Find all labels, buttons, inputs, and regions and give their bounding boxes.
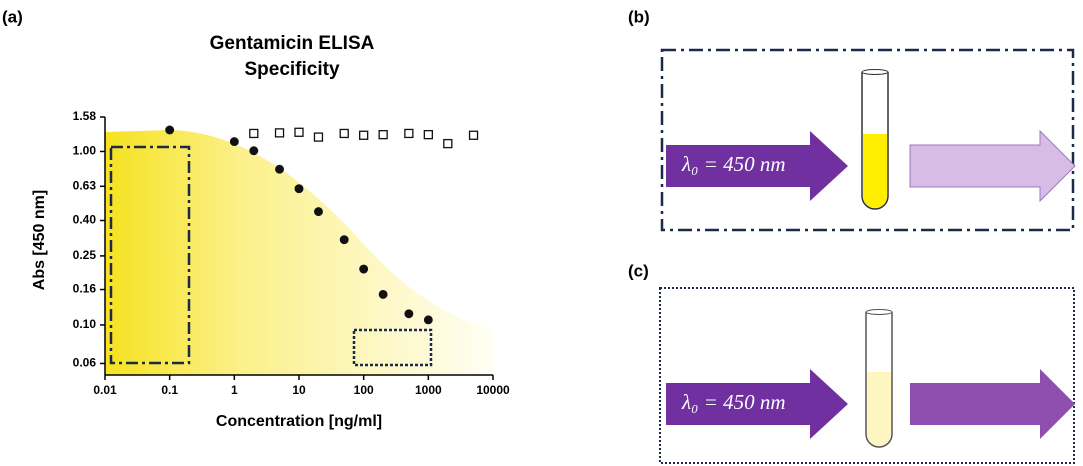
y-tick-label: 0.40	[73, 213, 97, 227]
y-tick-label: 1.00	[73, 144, 97, 158]
x-tick-label: 0.01	[93, 383, 117, 397]
open-square-point	[359, 130, 369, 140]
transmitted-arrow	[909, 129, 1076, 203]
filled-point	[249, 146, 259, 156]
open-square-point	[294, 127, 304, 137]
tube-liquid	[867, 372, 891, 446]
open-square-point	[423, 130, 433, 140]
x-tick-label: 10000	[476, 383, 510, 397]
y-tick-label: 0.10	[73, 317, 97, 331]
chart-title: Gentamicin ELISA	[210, 33, 375, 54]
open-square-point	[378, 130, 388, 140]
dash-dot-box	[109, 145, 191, 365]
signal-area	[105, 130, 493, 375]
incident-arrow	[666, 131, 848, 201]
open-square-point	[274, 128, 285, 138]
filled-point	[339, 235, 349, 245]
x-tick-label: 1	[231, 383, 238, 397]
open-square-point	[339, 128, 349, 139]
y-tick-label: 0.25	[73, 248, 97, 262]
incident-arrow	[666, 369, 848, 439]
open-square-point	[313, 132, 324, 142]
filled-point	[359, 264, 369, 274]
wavelength-label: λ₀ = 450 nm	[681, 152, 785, 176]
y-tick-label: 1.58	[73, 109, 97, 123]
tube-liquid	[863, 134, 887, 208]
y-tick-label: 0.16	[73, 282, 97, 296]
filled-point	[423, 315, 433, 325]
x-tick-label: 10	[292, 383, 306, 397]
chart-subtitle: Specificity	[244, 59, 339, 80]
dotted-box	[352, 328, 433, 367]
y-tick-label: 0.63	[73, 178, 97, 192]
filled-point	[229, 137, 239, 147]
x-tick-label: 1000	[415, 383, 442, 397]
filled-point	[275, 164, 284, 174]
open-square-point	[249, 128, 259, 139]
filled-point	[165, 125, 175, 135]
x-tick-label: 100	[354, 383, 374, 397]
filled-point	[404, 309, 414, 319]
tube-rim	[865, 309, 893, 315]
panel-frame	[660, 48, 1075, 232]
filled-point	[378, 289, 388, 299]
y-axis-title: Abs [450 nm]	[31, 190, 48, 290]
open-square-point	[468, 130, 479, 140]
y-tick-label: 0.06	[73, 356, 97, 370]
open-square-point	[443, 138, 453, 149]
panel-frame	[659, 287, 1075, 464]
x-axis-title: Concentration [ng/ml]	[216, 413, 382, 430]
filled-point	[314, 207, 323, 217]
panel-label: (c)	[628, 261, 649, 280]
transmitted-arrow	[910, 369, 1075, 439]
panel-label: (a)	[2, 7, 23, 26]
wavelength-label: λ₀ = 450 nm	[681, 390, 785, 414]
x-tick-label: 0.1	[161, 383, 178, 397]
filled-point	[294, 184, 304, 194]
panel-label: (b)	[628, 7, 650, 26]
open-square-point	[404, 128, 414, 139]
tube-rim	[861, 69, 889, 75]
